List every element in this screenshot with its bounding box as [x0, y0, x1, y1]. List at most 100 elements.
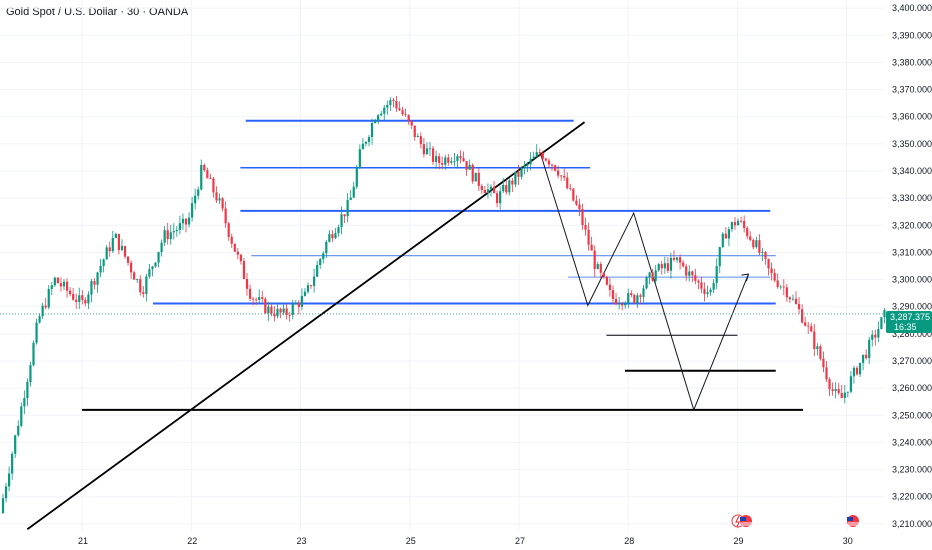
candle-body	[148, 269, 151, 277]
candle-body	[489, 186, 493, 190]
candle-body	[831, 389, 834, 392]
candle-body	[486, 189, 490, 194]
candle-body	[431, 148, 435, 162]
candle-body	[419, 136, 422, 145]
candle-body	[316, 265, 319, 277]
candle-body	[227, 223, 230, 237]
candle-body	[142, 292, 145, 294]
candle-body	[627, 293, 630, 304]
candle-body	[441, 162, 444, 165]
candle-body	[282, 308, 285, 313]
candle-body	[602, 272, 605, 277]
candle-body	[773, 273, 776, 281]
candle-body	[645, 277, 648, 289]
candle-body	[587, 229, 590, 245]
candle-body	[23, 398, 26, 407]
candle-body	[709, 289, 712, 293]
candle-body	[575, 200, 578, 205]
candle-body	[395, 101, 398, 109]
candle-body	[294, 303, 297, 305]
price-axis[interactable]: 3,210.000 3,220.000 3,230.000 3,240.000 3,25…	[892, 3, 932, 529]
candle-body	[456, 156, 459, 161]
candle-body	[270, 306, 273, 314]
candle-body	[477, 172, 480, 186]
event-icons[interactable]	[731, 514, 859, 528]
candle-body	[337, 227, 340, 234]
candle-body	[178, 223, 181, 230]
candle-body	[14, 435, 17, 454]
candle-body	[877, 329, 880, 338]
trend-line[interactable]	[26, 121, 586, 531]
candle-body	[334, 233, 337, 239]
candle-body	[255, 299, 258, 301]
candle-body	[224, 208, 227, 224]
candle-body	[99, 265, 102, 273]
y-tick-label: 3,230.000	[892, 465, 932, 475]
candle-body	[404, 114, 407, 116]
candle-body	[126, 256, 130, 263]
candle-body	[453, 160, 456, 162]
y-tick-label: 3,240.000	[892, 437, 932, 447]
candle-body	[746, 228, 749, 237]
candle-body	[819, 346, 822, 359]
candle-body	[35, 322, 38, 343]
candle-body	[17, 425, 20, 436]
candle-body	[520, 167, 523, 177]
projection-path[interactable]	[540, 154, 749, 412]
candle-body	[392, 100, 395, 102]
candle-body	[59, 283, 63, 287]
candle-body	[700, 282, 703, 289]
candle-body	[425, 148, 429, 155]
candle-body	[84, 299, 87, 304]
candle-body	[749, 236, 752, 241]
candle-body	[553, 165, 557, 171]
y-tick-label: 3,350.000	[892, 139, 932, 149]
candle-body	[300, 295, 303, 307]
y-tick-label: 3,320.000	[892, 220, 932, 230]
candle-body	[639, 295, 642, 297]
candle-body	[218, 198, 221, 201]
candle-body	[69, 290, 72, 295]
candle-body	[462, 158, 465, 162]
candle-body	[691, 271, 694, 276]
candle-body	[758, 240, 761, 253]
y-tick-label: 3,290.000	[892, 302, 932, 312]
candle-body	[303, 291, 307, 296]
candle-body	[874, 334, 877, 338]
y-tick-label: 3,300.000	[892, 275, 932, 285]
candle-body	[181, 218, 185, 224]
candle-body	[785, 287, 788, 298]
projection-arrowhead	[741, 273, 750, 282]
time-axis[interactable]: 21 22 23 25 27 28 29 30	[78, 536, 853, 546]
candle-body	[834, 389, 837, 392]
candle-body	[743, 221, 746, 229]
candle-body	[642, 288, 645, 297]
candle-body	[416, 136, 419, 138]
candle-body	[29, 365, 32, 382]
candle-body	[72, 294, 75, 300]
candle-body	[816, 346, 819, 350]
candle-body	[633, 294, 636, 303]
candle-body	[788, 297, 791, 300]
candle-body	[523, 165, 526, 168]
candle-body	[194, 195, 197, 204]
candle-body	[279, 308, 282, 313]
candle-body	[862, 354, 865, 363]
y-tick-label: 3,310.000	[892, 247, 932, 257]
candle-body	[447, 157, 450, 163]
candle-body	[880, 317, 883, 330]
candle-body	[511, 180, 514, 185]
candle-body	[435, 156, 438, 162]
candle-body	[807, 325, 810, 327]
candle-body	[492, 186, 496, 194]
candle-body	[166, 230, 169, 240]
candle-body	[325, 241, 328, 254]
y-tick-label: 3,250.000	[892, 410, 932, 420]
candle-body	[157, 252, 160, 263]
candle-body	[212, 178, 215, 193]
candle-body	[41, 305, 44, 317]
candle-body	[239, 254, 242, 262]
candle-body	[733, 222, 737, 226]
candle-body	[38, 316, 41, 323]
